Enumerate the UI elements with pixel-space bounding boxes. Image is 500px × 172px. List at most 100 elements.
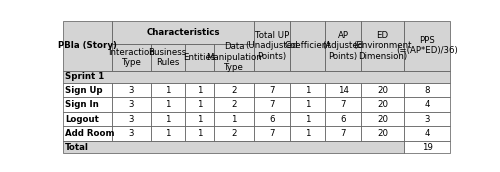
Bar [326, 126, 361, 141]
Text: 20: 20 [377, 129, 388, 138]
Text: 2: 2 [232, 85, 237, 95]
Text: AP
(Adjusted
Points): AP (Adjusted Points) [322, 31, 364, 61]
Bar [184, 112, 214, 126]
Bar [404, 21, 450, 71]
Text: 7: 7 [340, 129, 346, 138]
Bar [62, 126, 112, 141]
Text: Sprint 1: Sprint 1 [65, 72, 104, 81]
Bar [404, 97, 450, 112]
Bar [184, 126, 214, 141]
Text: PPS
(=(AP*ED)/36): PPS (=(AP*ED)/36) [396, 36, 458, 55]
Bar [254, 83, 290, 97]
Bar [404, 112, 450, 126]
Bar [404, 141, 450, 153]
Bar [254, 21, 290, 71]
Text: 1: 1 [305, 129, 310, 138]
Text: 6: 6 [269, 115, 274, 124]
Bar [290, 126, 326, 141]
Bar [62, 83, 112, 97]
Text: 6: 6 [340, 115, 346, 124]
Text: 1: 1 [305, 115, 310, 124]
Bar [62, 141, 404, 153]
Text: 3: 3 [424, 115, 430, 124]
Bar [150, 44, 184, 71]
Text: Total UP
(Unadjusted
Points): Total UP (Unadjusted Points) [246, 31, 298, 61]
Bar [361, 83, 405, 97]
Text: 1: 1 [196, 85, 202, 95]
Bar [326, 21, 361, 71]
Text: Sign Up: Sign Up [65, 85, 102, 95]
Text: PBIa (Story): PBIa (Story) [58, 41, 117, 50]
Bar [404, 126, 450, 141]
Bar [62, 71, 450, 83]
Bar [150, 97, 184, 112]
Text: 7: 7 [340, 100, 346, 109]
Bar [184, 83, 214, 97]
Text: 3: 3 [129, 85, 134, 95]
Bar [62, 21, 112, 71]
Text: 3: 3 [129, 129, 134, 138]
Bar [290, 21, 326, 71]
Bar [326, 83, 361, 97]
Bar [184, 97, 214, 112]
Text: Sign In: Sign In [65, 100, 98, 109]
Bar [361, 21, 405, 71]
Bar [112, 83, 150, 97]
Text: Characteristics: Characteristics [146, 28, 220, 37]
Text: 1: 1 [196, 115, 202, 124]
Bar [214, 83, 254, 97]
Text: Data
Manipulation
Type: Data Manipulation Type [206, 42, 262, 72]
Bar [62, 97, 112, 112]
Bar [214, 112, 254, 126]
Bar [361, 97, 405, 112]
Text: 3: 3 [129, 100, 134, 109]
Text: 19: 19 [422, 143, 432, 152]
Text: 1: 1 [165, 129, 170, 138]
Bar [214, 44, 254, 71]
Bar [150, 83, 184, 97]
Text: 1: 1 [305, 100, 310, 109]
Bar [184, 44, 214, 71]
Bar [112, 21, 254, 44]
Bar [290, 97, 326, 112]
Bar [290, 83, 326, 97]
Text: 20: 20 [377, 100, 388, 109]
Text: 7: 7 [269, 129, 274, 138]
Text: 1: 1 [232, 115, 237, 124]
Bar [214, 126, 254, 141]
Bar [112, 112, 150, 126]
Bar [150, 112, 184, 126]
Text: 14: 14 [338, 85, 348, 95]
Text: 1: 1 [196, 100, 202, 109]
Text: Business
Rules: Business Rules [148, 48, 187, 67]
Bar [404, 83, 450, 97]
Text: 8: 8 [424, 85, 430, 95]
Bar [62, 112, 112, 126]
Bar [112, 44, 150, 71]
Bar [150, 126, 184, 141]
Bar [214, 97, 254, 112]
Text: 1: 1 [165, 115, 170, 124]
Bar [254, 97, 290, 112]
Text: 20: 20 [377, 85, 388, 95]
Text: 4: 4 [424, 100, 430, 109]
Text: 1: 1 [165, 85, 170, 95]
Bar [361, 112, 405, 126]
Bar [361, 126, 405, 141]
Text: Coefficient: Coefficient [284, 41, 331, 50]
Text: ED
(Environment
Dimension): ED (Environment Dimension) [354, 31, 412, 61]
Text: Entities: Entities [183, 53, 216, 62]
Text: 3: 3 [129, 115, 134, 124]
Text: 4: 4 [424, 129, 430, 138]
Text: Total: Total [65, 143, 88, 152]
Bar [112, 97, 150, 112]
Text: 2: 2 [232, 129, 237, 138]
Text: 20: 20 [377, 115, 388, 124]
Bar [326, 97, 361, 112]
Bar [112, 126, 150, 141]
Bar [254, 126, 290, 141]
Text: 7: 7 [269, 85, 274, 95]
Bar [254, 112, 290, 126]
Text: 7: 7 [269, 100, 274, 109]
Bar [326, 112, 361, 126]
